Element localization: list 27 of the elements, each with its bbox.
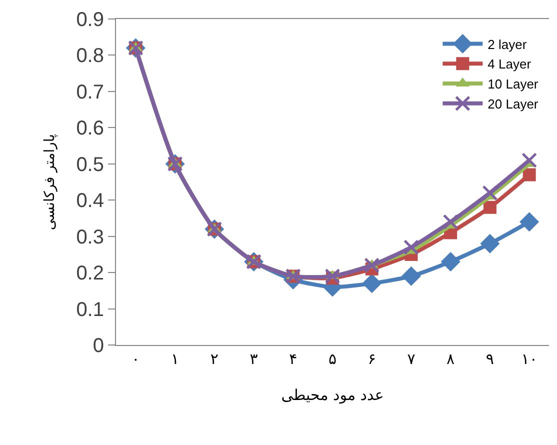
y-tick-label: 0.7 <box>76 81 104 104</box>
y-tick-label: 0.2 <box>76 262 104 285</box>
x-tick-label: ۳ <box>250 350 258 368</box>
legend-label: 2 layer <box>488 36 528 52</box>
y-tick-label: 0 <box>92 335 104 357</box>
y-tick-label: 0.3 <box>76 226 104 248</box>
legend-label: 20 Layer <box>488 96 539 112</box>
y-tick-label: 0.9 <box>76 9 104 31</box>
y-tick-label: 0.4 <box>76 190 104 212</box>
x-axis-title: عدد مود محیطی <box>281 386 384 404</box>
y-tick-label: 0.1 <box>76 298 104 321</box>
y-tick-label: 0.8 <box>76 45 104 68</box>
x-tick-label: ۵ <box>328 350 337 368</box>
x-tick-label: ۹ <box>486 350 494 368</box>
x-tick-label: ۲ <box>210 350 218 368</box>
y-tick-label: 0.6 <box>76 118 104 140</box>
x-tick-label: ۸ <box>446 350 455 368</box>
y-tick-label: 0.5 <box>76 154 104 176</box>
x-tick-label: ۴ <box>289 350 298 368</box>
x-tick-label: ۷ <box>407 350 416 368</box>
x-tick-label: ۱۰ <box>521 350 538 368</box>
x-tick-label: ۱ <box>171 350 180 368</box>
legend-label: 10 Layer <box>488 76 539 92</box>
y-axis-title: پارامتر فرکانسی <box>42 134 58 230</box>
x-tick-label: ۰ <box>132 350 140 368</box>
legend-label: 4 Layer <box>488 56 532 72</box>
x-tick-label: ۶ <box>368 350 376 368</box>
